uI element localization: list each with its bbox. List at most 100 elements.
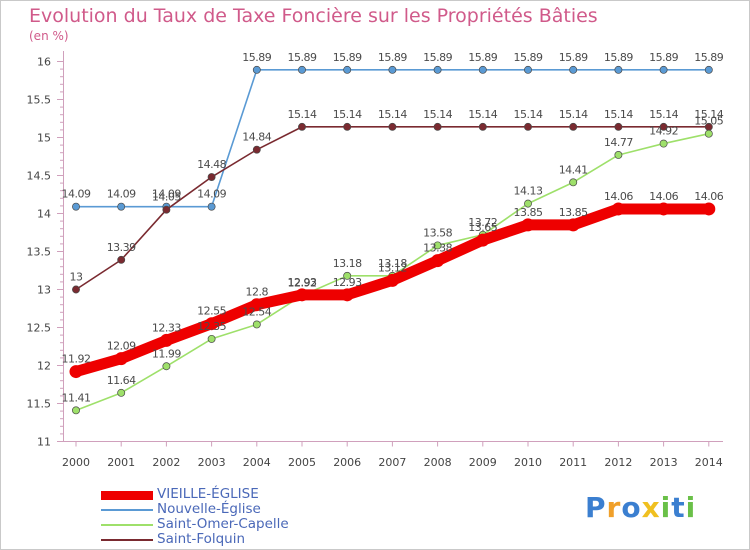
logo-letter: i [685, 491, 697, 524]
data-point-saint-folquin [72, 285, 80, 294]
data-point-nouvelle-eglise [298, 65, 306, 74]
data-point-nouvelle-eglise [207, 202, 216, 211]
data-label-saint-folquin: 15.14 [288, 108, 317, 121]
chart-title: Evolution du Taux de Taxe Foncière sur l… [29, 5, 598, 27]
data-point-vieille-eglise [611, 202, 625, 216]
proxiti-logo: Proxiti [585, 491, 696, 524]
data-point-saint-folquin [433, 122, 442, 131]
x-tick-label: 2001 [107, 456, 135, 469]
x-tick-label: 2014 [695, 456, 723, 469]
data-point-saint-folquin [252, 145, 261, 154]
data-label-vieille-eglise: 13.65 [468, 221, 497, 234]
logo-letter: i [660, 491, 672, 524]
data-point-vieille-eglise [159, 333, 173, 347]
data-label-nouvelle-eglise: 15.89 [604, 51, 633, 64]
data-point-saint-folquin [569, 122, 578, 131]
data-label-nouvelle-eglise: 15.89 [288, 51, 317, 64]
data-point-vieille-eglise [476, 233, 490, 247]
data-label-vieille-eglise: 13.38 [423, 242, 452, 255]
data-label-nouvelle-eglise: 15.89 [242, 51, 271, 64]
data-point-saint-omer-capelle [659, 139, 668, 148]
y-tick-label: 13.5 [27, 246, 52, 259]
data-label-nouvelle-eglise: 15.89 [423, 51, 452, 64]
x-tick-label: 2013 [650, 456, 678, 469]
data-point-vieille-eglise [69, 365, 83, 379]
data-point-saint-folquin [343, 122, 352, 131]
data-label-saint-omer-capelle: 15.05 [694, 115, 723, 128]
data-point-vieille-eglise [385, 273, 399, 287]
x-tick-label: 2007 [378, 456, 406, 469]
x-tick-label: 2010 [514, 456, 542, 469]
data-label-nouvelle-eglise: 15.89 [468, 51, 497, 64]
y-tick-label: 12.5 [27, 322, 52, 335]
data-label-saint-folquin: 14.48 [197, 158, 226, 171]
data-point-vieille-eglise [566, 218, 580, 232]
data-point-vieille-eglise [702, 202, 716, 216]
data-point-saint-omer-capelle [72, 406, 80, 415]
data-label-vieille-eglise: 14.06 [694, 190, 723, 203]
data-point-saint-omer-capelle [162, 362, 171, 371]
data-point-saint-omer-capelle [343, 271, 352, 280]
x-tick-label: 2003 [198, 456, 226, 469]
x-tick-label: 2005 [288, 456, 316, 469]
data-point-saint-folquin [207, 173, 216, 181]
data-label-nouvelle-eglise: 15.89 [694, 51, 723, 64]
x-tick-label: 2006 [333, 456, 361, 469]
data-point-nouvelle-eglise [388, 65, 397, 74]
data-point-nouvelle-eglise [569, 65, 578, 74]
x-tick-label: 2004 [243, 456, 271, 469]
data-point-vieille-eglise [205, 317, 219, 331]
x-tick-label: 2008 [424, 456, 452, 469]
data-label-saint-omer-capelle: 13.18 [333, 257, 362, 270]
data-label-saint-folquin: 15.14 [514, 108, 543, 121]
y-tick-label: 12 [37, 360, 51, 373]
data-label-nouvelle-eglise: 14.09 [107, 188, 136, 201]
data-label-saint-omer-capelle: 12.54 [242, 305, 271, 318]
y-tick-label: 14.5 [27, 170, 52, 183]
logo-letter: r [606, 491, 622, 524]
data-point-saint-folquin [117, 255, 126, 264]
data-label-nouvelle-eglise: 14.09 [62, 188, 91, 201]
data-label-saint-folquin: 15.14 [604, 108, 633, 121]
y-tick-label: 13 [37, 284, 51, 297]
data-label-saint-folquin: 15.14 [649, 108, 678, 121]
data-label-vieille-eglise: 14.06 [604, 190, 633, 203]
y-tick-label: 16 [37, 56, 51, 69]
logo-letter: o [621, 491, 642, 524]
logo-letter: t [671, 491, 686, 524]
data-label-saint-folquin: 15.14 [559, 108, 588, 121]
data-point-nouvelle-eglise [659, 65, 668, 74]
y-tick-label: 11 [37, 436, 51, 449]
data-point-vieille-eglise [114, 352, 128, 366]
data-label-saint-folquin: 15.14 [378, 108, 407, 121]
data-point-saint-omer-capelle [569, 178, 578, 187]
data-label-saint-omer-capelle: 11.41 [62, 391, 91, 404]
data-point-saint-folquin [524, 122, 532, 131]
data-point-saint-folquin [388, 122, 397, 131]
data-label-saint-folquin: 15.14 [333, 108, 362, 121]
data-point-vieille-eglise [295, 288, 309, 302]
data-label-vieille-eglise: 13.85 [559, 206, 588, 219]
data-point-nouvelle-eglise [117, 202, 126, 211]
logo-letter: P [585, 491, 607, 524]
data-label-vieille-eglise: 12.09 [107, 340, 136, 353]
data-point-nouvelle-eglise [72, 202, 80, 211]
data-point-vieille-eglise [521, 218, 535, 232]
data-point-saint-omer-capelle [614, 151, 623, 159]
legend-label: Saint-Omer-Capelle [157, 516, 289, 532]
x-tick-label: 2002 [152, 456, 180, 469]
data-label-saint-omer-capelle: 13.72 [468, 216, 497, 229]
data-point-saint-folquin [478, 122, 487, 131]
data-label-vieille-eglise: 11.92 [62, 353, 91, 366]
legend-label: VIEILLE-ÉGLISE [157, 486, 259, 502]
data-label-nouvelle-eglise: 14.09 [152, 188, 181, 201]
data-label-vieille-eglise: 13.85 [514, 206, 543, 219]
data-point-vieille-eglise [431, 254, 445, 268]
data-label-saint-omer-capelle: 11.99 [152, 347, 181, 360]
data-label-saint-omer-capelle: 14.77 [604, 136, 633, 149]
x-tick-label: 2011 [559, 456, 587, 469]
data-label-saint-folquin: 14.05 [152, 191, 181, 204]
data-point-saint-folquin [659, 122, 668, 131]
data-label-saint-folquin: 13 [70, 271, 83, 284]
